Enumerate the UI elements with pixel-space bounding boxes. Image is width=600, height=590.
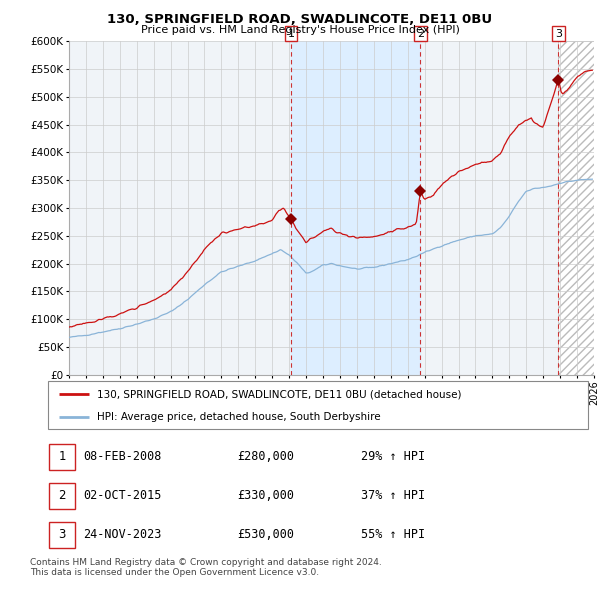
Text: 2: 2 [58, 489, 66, 502]
Text: 1: 1 [287, 28, 295, 38]
Text: 2: 2 [417, 28, 424, 38]
Text: HPI: Average price, detached house, South Derbyshire: HPI: Average price, detached house, Sout… [97, 412, 380, 422]
Text: Contains HM Land Registry data © Crown copyright and database right 2024.
This d: Contains HM Land Registry data © Crown c… [30, 558, 382, 577]
Text: £530,000: £530,000 [237, 528, 294, 541]
Text: 24-NOV-2023: 24-NOV-2023 [83, 528, 161, 541]
Bar [559, 41, 594, 375]
Text: 130, SPRINGFIELD ROAD, SWADLINCOTE, DE11 0BU: 130, SPRINGFIELD ROAD, SWADLINCOTE, DE11… [107, 13, 493, 26]
Bar [49, 483, 75, 509]
Text: 55% ↑ HPI: 55% ↑ HPI [361, 528, 425, 541]
Text: 02-OCT-2015: 02-OCT-2015 [83, 489, 161, 502]
Bar [49, 522, 75, 548]
Text: 1: 1 [58, 450, 66, 463]
Text: 08-FEB-2008: 08-FEB-2008 [83, 450, 161, 463]
Bar [291, 41, 421, 375]
Bar [559, 41, 594, 375]
Bar [49, 444, 75, 470]
Text: 37% ↑ HPI: 37% ↑ HPI [361, 489, 425, 502]
Text: £280,000: £280,000 [237, 450, 294, 463]
Text: 29% ↑ HPI: 29% ↑ HPI [361, 450, 425, 463]
Text: 130, SPRINGFIELD ROAD, SWADLINCOTE, DE11 0BU (detached house): 130, SPRINGFIELD ROAD, SWADLINCOTE, DE11… [97, 389, 461, 399]
Text: Price paid vs. HM Land Registry's House Price Index (HPI): Price paid vs. HM Land Registry's House … [140, 25, 460, 35]
Text: 3: 3 [555, 28, 562, 38]
Text: 3: 3 [58, 528, 66, 541]
Text: £330,000: £330,000 [237, 489, 294, 502]
